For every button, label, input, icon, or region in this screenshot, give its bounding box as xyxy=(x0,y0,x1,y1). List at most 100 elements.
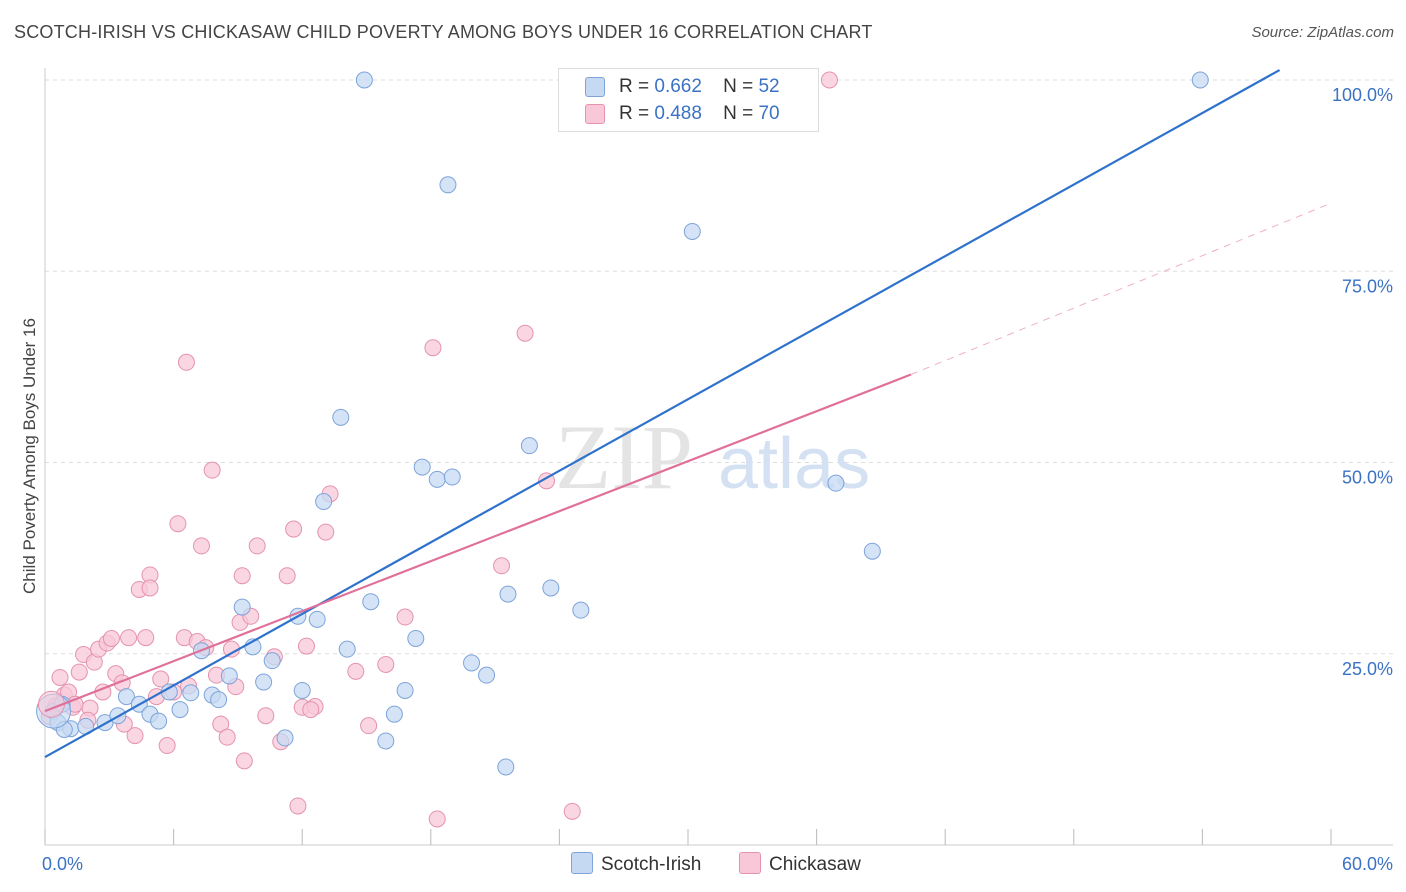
point-chickasaw xyxy=(317,523,335,541)
watermark-zip: ZIP xyxy=(555,406,693,508)
chart-title: SCOTCH-IRISH VS CHICKASAW CHILD POVERTY … xyxy=(14,22,873,42)
point-chickasaw xyxy=(347,662,365,680)
point-chickasaw xyxy=(377,655,395,673)
point-scotch-irish xyxy=(827,474,845,492)
bottom-legend-label: Chickasaw xyxy=(769,854,861,875)
point-scotch-irish xyxy=(293,681,311,699)
point-chickasaw xyxy=(248,537,266,555)
point-scotch-irish xyxy=(396,681,414,699)
point-scotch-irish xyxy=(683,222,701,240)
trend-lines xyxy=(44,69,1332,758)
point-scotch-irish xyxy=(276,729,294,747)
point-scotch-irish xyxy=(478,666,496,684)
x-tick-label: 60.0% xyxy=(1342,854,1393,874)
point-scotch-irish xyxy=(542,579,560,597)
point-chickasaw xyxy=(233,567,251,585)
y-tick-label: 100.0% xyxy=(1332,85,1393,105)
point-scotch-irish xyxy=(499,585,517,603)
legend-r-value: 0.662 xyxy=(654,76,702,97)
point-scotch-irish xyxy=(520,437,538,455)
legend-swatch-blue xyxy=(585,77,605,97)
bottom-legend-label: Scotch-Irish xyxy=(601,854,702,875)
point-scotch-irish xyxy=(863,542,881,560)
point-scotch-irish xyxy=(428,470,446,488)
legend-n-value: 70 xyxy=(758,103,780,124)
legend-r-label: R = xyxy=(619,76,650,97)
point-scotch-irish xyxy=(463,654,481,672)
point-chickasaw xyxy=(203,461,221,479)
watermark-atlas: atlas xyxy=(718,424,870,504)
point-chickasaw xyxy=(289,797,307,815)
point-chickasaw xyxy=(192,537,210,555)
bottom-legend-scotch-irish: Scotch-Irish xyxy=(571,852,701,876)
point-chickasaw xyxy=(177,353,195,371)
point-chickasaw xyxy=(516,324,534,342)
point-scotch-irish xyxy=(308,610,326,628)
y-tick-label: 25.0% xyxy=(1342,659,1393,679)
point-scotch-irish xyxy=(355,71,373,89)
point-chickasaw xyxy=(285,520,303,538)
point-chickasaw xyxy=(360,717,378,735)
point-chickasaw xyxy=(257,707,275,725)
point-chickasaw xyxy=(278,567,296,585)
correlation-legend: R = 0.662 N = 52 R = 0.488 N = 70 xyxy=(558,68,819,132)
trend-line-scotch-irish xyxy=(44,69,1281,758)
point-chickasaw xyxy=(493,557,511,575)
legend-n-value: 52 xyxy=(758,76,780,97)
point-scotch-irish xyxy=(362,593,380,611)
point-chickasaw xyxy=(120,629,138,647)
point-scotch-irish xyxy=(263,652,281,670)
legend-swatch-pink xyxy=(585,104,605,124)
point-chickasaw xyxy=(70,663,88,681)
y-tick-label: 50.0% xyxy=(1342,468,1393,488)
y-axis-label: Child Poverty Among Boys Under 16 xyxy=(20,318,39,594)
point-chickasaw xyxy=(396,608,414,626)
data-points xyxy=(36,71,1209,828)
point-scotch-irish xyxy=(150,712,168,730)
point-chickasaw xyxy=(297,637,315,655)
point-chickasaw xyxy=(428,810,446,828)
point-chickasaw xyxy=(235,752,253,770)
point-scotch-irish xyxy=(497,758,515,776)
tick-labels: 25.0% 50.0% 75.0% 100.0% 0.0% 60.0% xyxy=(42,85,1393,874)
point-scotch-irish xyxy=(377,732,395,750)
bottom-legend-swatch-blue xyxy=(571,852,593,874)
point-scotch-irish xyxy=(407,629,425,647)
grid-lines xyxy=(45,79,1393,655)
point-scotch-irish xyxy=(332,408,350,426)
y-tick-label: 75.0% xyxy=(1342,276,1393,296)
chart-source: Source: ZipAtlas.com xyxy=(1251,24,1394,41)
point-chickasaw xyxy=(137,629,155,647)
bottom-legend-swatch-pink xyxy=(739,852,761,874)
watermark: ZIP atlas xyxy=(555,406,870,508)
point-scotch-irish xyxy=(443,468,461,486)
point-chickasaw xyxy=(302,701,320,719)
point-scotch-irish xyxy=(171,701,189,719)
point-scotch-irish xyxy=(233,598,251,616)
point-chickasaw xyxy=(126,727,144,745)
point-chickasaw xyxy=(218,728,236,746)
point-chickasaw xyxy=(820,71,838,89)
point-scotch-irish xyxy=(338,640,356,658)
point-scotch-irish xyxy=(182,684,200,702)
point-scotch-irish xyxy=(385,705,403,723)
legend-n-label: N = xyxy=(723,76,754,97)
point-chickasaw xyxy=(169,515,187,533)
point-scotch-irish xyxy=(572,601,590,619)
point-chickasaw xyxy=(141,579,159,597)
point-chickasaw xyxy=(563,802,581,820)
point-scotch-irish xyxy=(220,667,238,685)
bottom-legend-chickasaw: Chickasaw xyxy=(739,852,861,876)
point-chickasaw xyxy=(152,670,170,688)
legend-r-value: 0.488 xyxy=(654,103,702,124)
point-scotch-irish xyxy=(255,673,273,691)
point-scotch-irish xyxy=(117,688,135,706)
trend-line-chickasaw xyxy=(44,373,912,713)
legend-r-label: R = xyxy=(619,103,650,124)
point-scotch-irish xyxy=(210,691,228,709)
point-chickasaw xyxy=(424,339,442,357)
legend-n-label: N = xyxy=(723,103,754,124)
point-scotch-irish xyxy=(413,458,431,476)
x-tick-label: 0.0% xyxy=(42,854,83,874)
